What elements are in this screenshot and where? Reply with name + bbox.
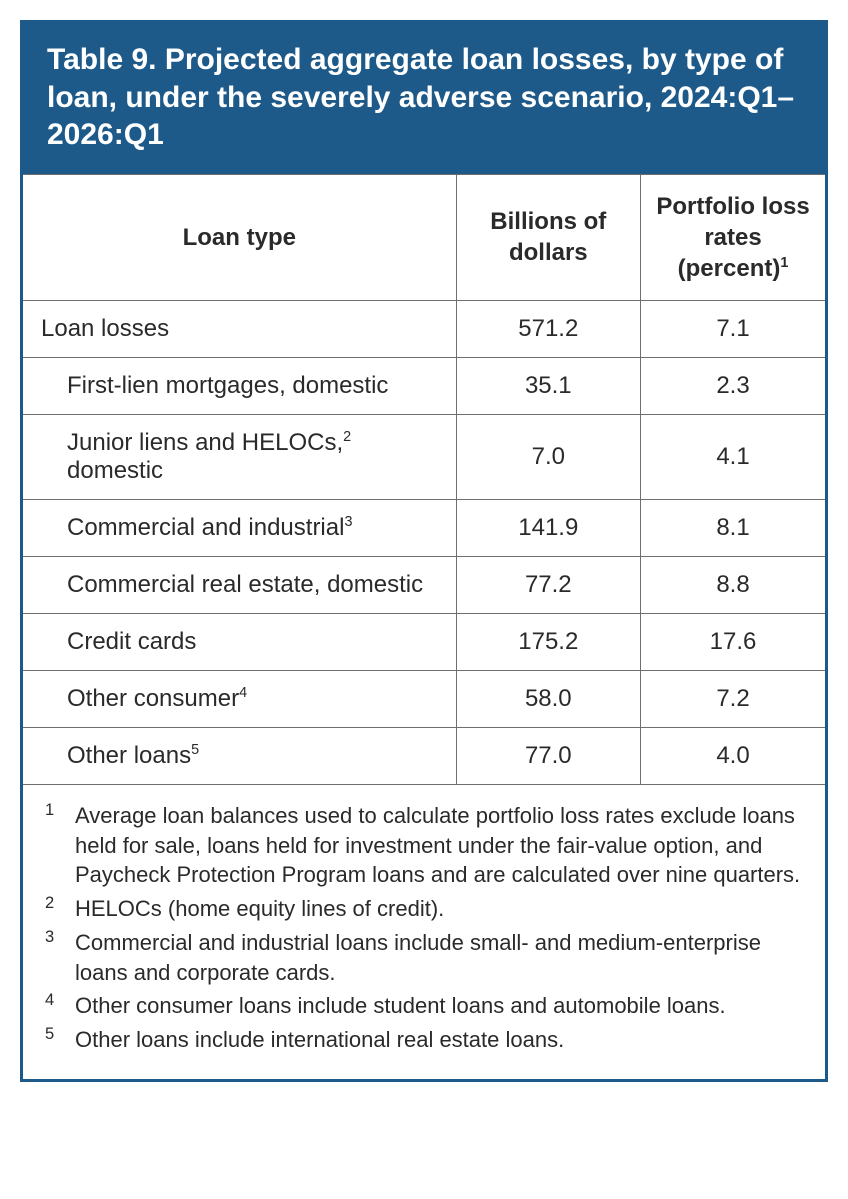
cell-loan-type: Junior liens and HELOCs,2 domestic: [23, 415, 456, 500]
footnote-number: 3: [45, 926, 75, 985]
cell-loan-type: Commercial real estate, domestic: [23, 557, 456, 614]
footnote: 5Other loans include international real …: [45, 1025, 803, 1055]
cell-loan-type: Other loans5: [23, 728, 456, 785]
footnote-text: Other consumer loans include student loa…: [75, 991, 803, 1021]
table-row: Other loans577.04.0: [23, 728, 825, 785]
footnote-text: Commercial and industrial loans include …: [75, 928, 803, 987]
cell-loss-rate: 2.3: [641, 358, 825, 415]
cell-loan-type: Other consumer4: [23, 671, 456, 728]
cell-loss-rate: 4.1: [641, 415, 825, 500]
table-row: Commercial real estate, domestic77.28.8: [23, 557, 825, 614]
table-row: Other consumer458.07.2: [23, 671, 825, 728]
table-row: Credit cards175.217.6: [23, 614, 825, 671]
page: Table 9. Projected aggregate loan losses…: [0, 0, 848, 1102]
table-row: Junior liens and HELOCs,2 domestic7.04.1: [23, 415, 825, 500]
footnote-number: 5: [45, 1023, 75, 1053]
table-header-row: Loan type Billions of dollars Portfolio …: [23, 174, 825, 301]
cell-billions: 571.2: [456, 301, 640, 358]
footnote-number: 2: [45, 892, 75, 922]
cell-billions: 175.2: [456, 614, 640, 671]
cell-loss-rate: 8.1: [641, 500, 825, 557]
table-frame: Table 9. Projected aggregate loan losses…: [20, 20, 828, 1082]
cell-billions: 58.0: [456, 671, 640, 728]
cell-loan-type: First-lien mortgages, domestic: [23, 358, 456, 415]
col-header-portfolio-loss: Portfolio loss rates (percent)1: [641, 174, 825, 301]
footnote-number: 1: [45, 799, 75, 888]
table-row: First-lien mortgages, domestic35.12.3: [23, 358, 825, 415]
footnotes-block: 1Average loan balances used to calculate…: [23, 784, 825, 1079]
cell-loss-rate: 7.1: [641, 301, 825, 358]
cell-billions: 7.0: [456, 415, 640, 500]
footnote-text: Other loans include international real e…: [75, 1025, 803, 1055]
footnote-text: HELOCs (home equity lines of credit).: [75, 894, 803, 924]
table-row: Loan losses571.27.1: [23, 301, 825, 358]
cell-loan-type: Credit cards: [23, 614, 456, 671]
footnote: 4Other consumer loans include student lo…: [45, 991, 803, 1021]
footnote: 1Average loan balances used to calculate…: [45, 801, 803, 890]
footnote: 2HELOCs (home equity lines of credit).: [45, 894, 803, 924]
cell-billions: 77.2: [456, 557, 640, 614]
cell-billions: 141.9: [456, 500, 640, 557]
col-header-loan-type: Loan type: [23, 174, 456, 301]
data-table: Loan type Billions of dollars Portfolio …: [23, 174, 825, 785]
cell-loan-type: Loan losses: [23, 301, 456, 358]
cell-loss-rate: 7.2: [641, 671, 825, 728]
cell-loss-rate: 8.8: [641, 557, 825, 614]
cell-loan-type: Commercial and industrial3: [23, 500, 456, 557]
cell-loss-rate: 4.0: [641, 728, 825, 785]
table-row: Commercial and industrial3141.98.1: [23, 500, 825, 557]
cell-loss-rate: 17.6: [641, 614, 825, 671]
footnote-text: Average loan balances used to calculate …: [75, 801, 803, 890]
col-header-billions: Billions of dollars: [456, 174, 640, 301]
cell-billions: 35.1: [456, 358, 640, 415]
table-title: Table 9. Projected aggregate loan losses…: [23, 23, 825, 174]
footnote: 3Commercial and industrial loans include…: [45, 928, 803, 987]
footnote-number: 4: [45, 989, 75, 1019]
cell-billions: 77.0: [456, 728, 640, 785]
